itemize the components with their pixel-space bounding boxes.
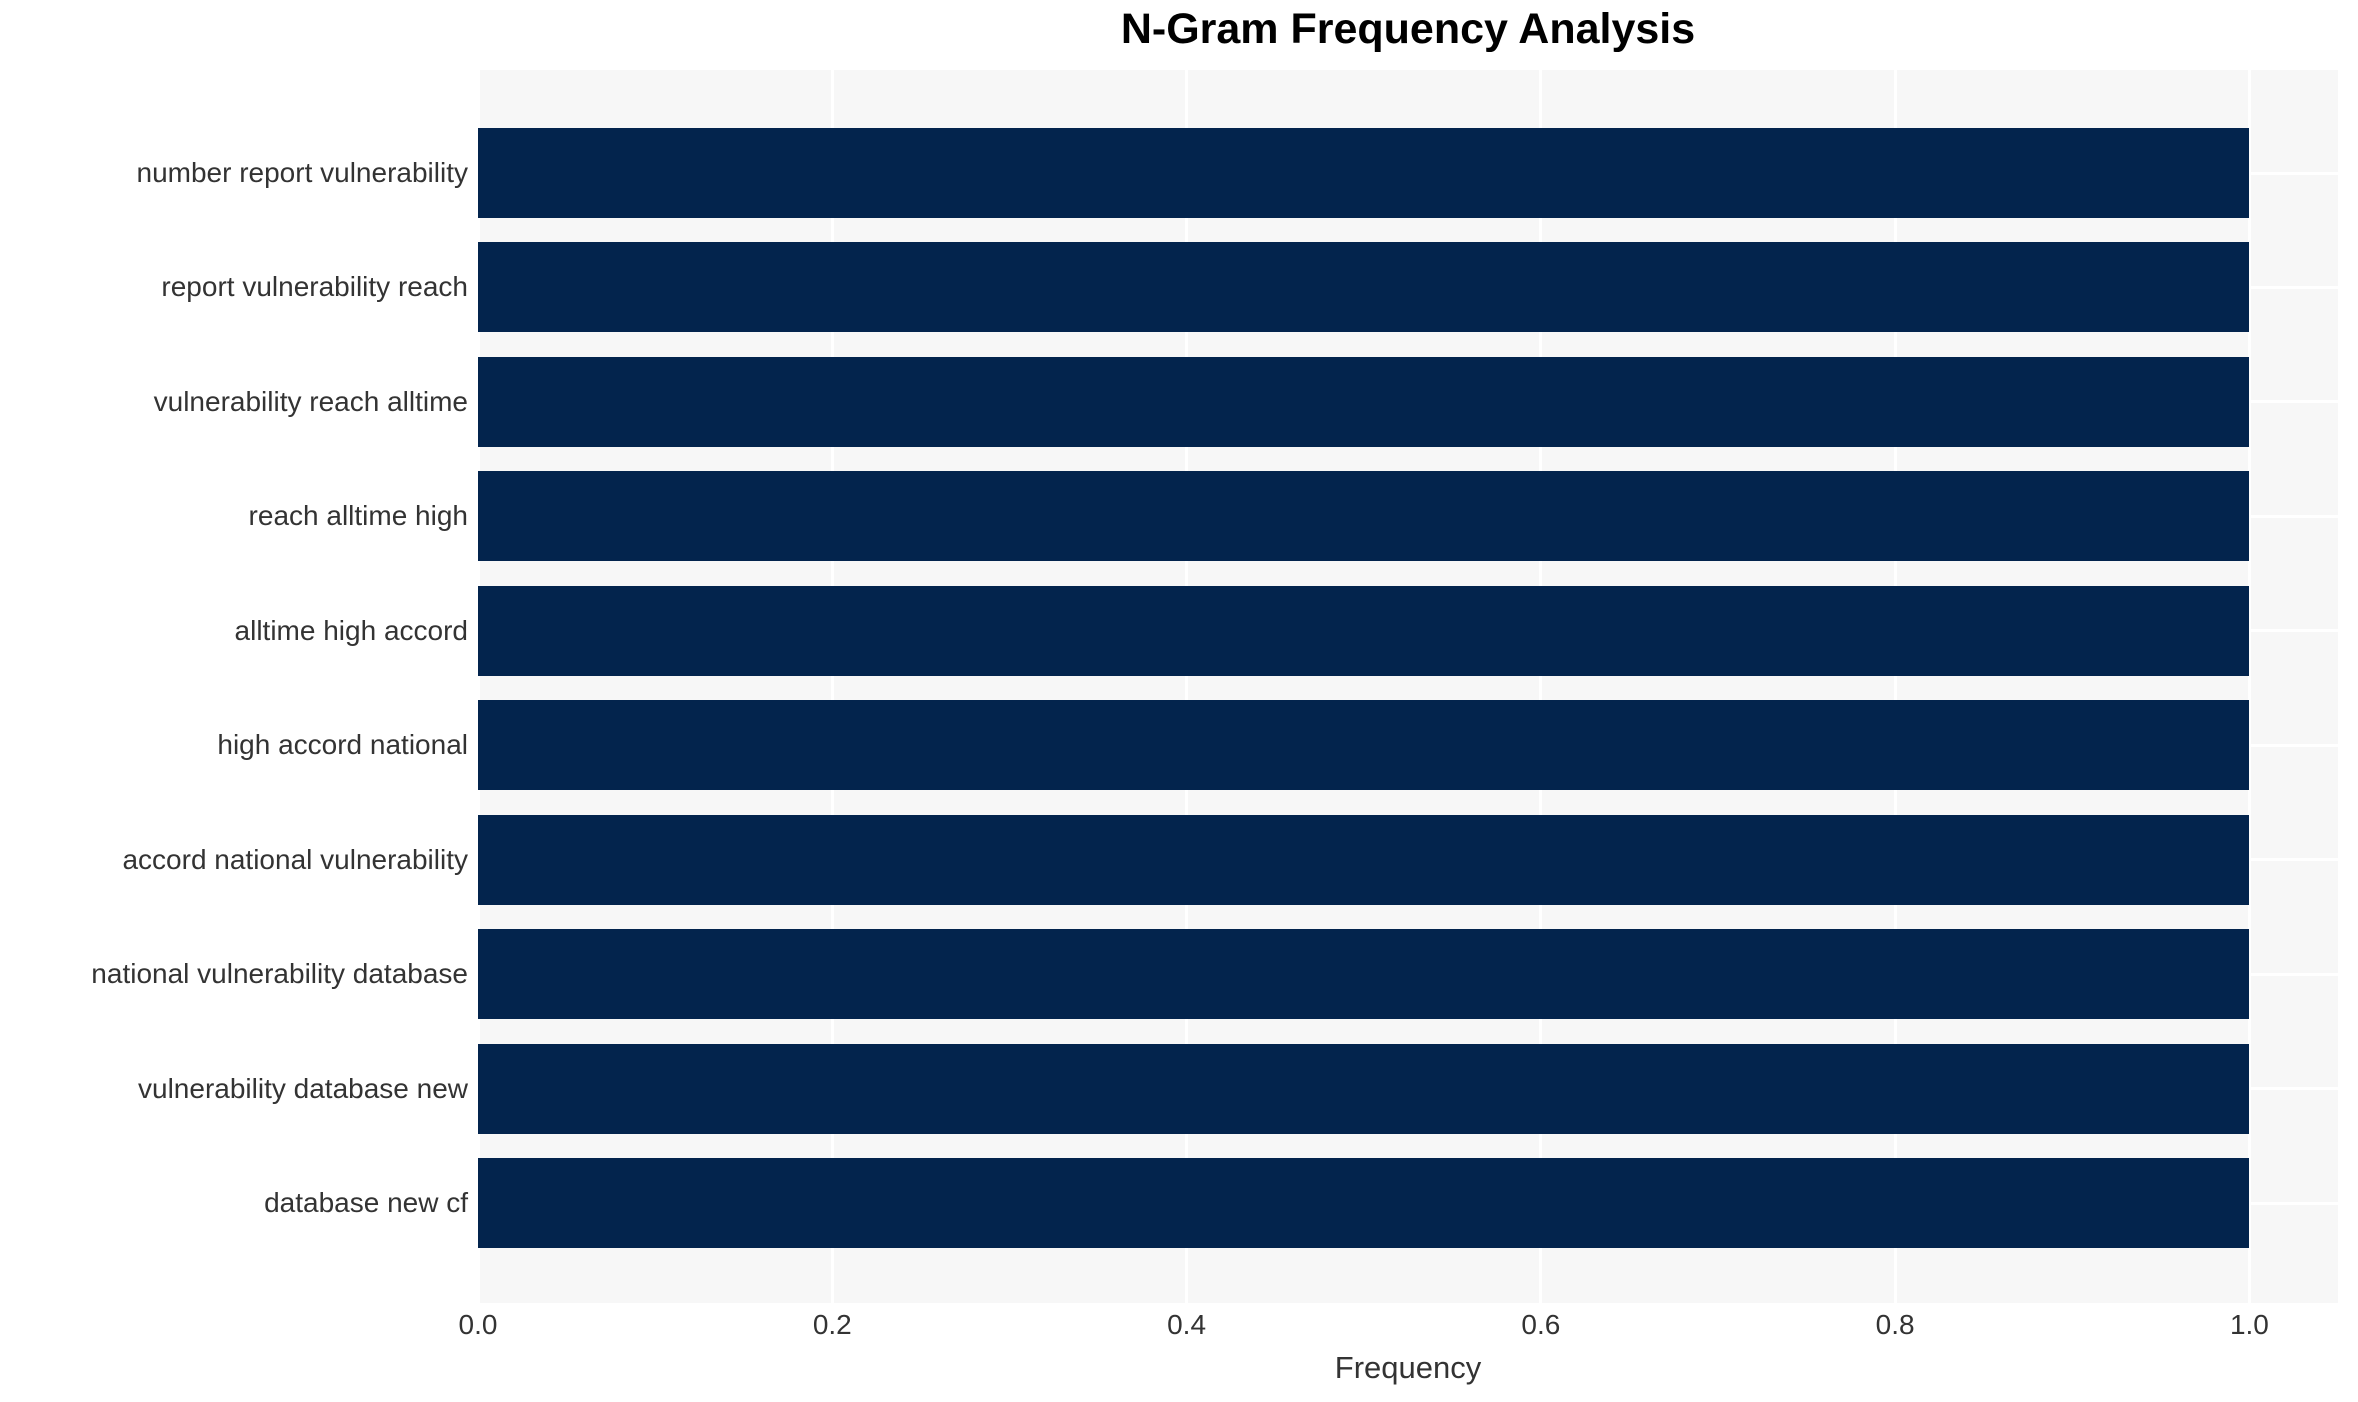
y-tick-label-9: database new cf bbox=[264, 1187, 468, 1218]
bar-number-report-vulnerability bbox=[478, 128, 2250, 218]
bar-national-vulnerability-database bbox=[478, 929, 2250, 1020]
bar-alltime-high-accord bbox=[478, 585, 2250, 676]
x-axis-title: Frequency bbox=[1334, 1350, 1482, 1385]
chart-title: N-Gram Frequency Analysis bbox=[1120, 5, 1696, 53]
x-tick-label-1.0: 1.0 bbox=[2229, 1309, 2269, 1340]
y-tick-label-2: vulnerability reach alltime bbox=[153, 385, 468, 417]
plot-area bbox=[476, 70, 2338, 1303]
y-tick-label-1: report vulnerability reach bbox=[161, 271, 468, 303]
bar-vulnerability-reach-alltime bbox=[478, 356, 2250, 447]
y-tick-label-3: reach alltime high bbox=[248, 500, 468, 532]
y-tick-label-8: vulnerability database new bbox=[138, 1072, 468, 1104]
bar-accord-national-vulnerability bbox=[478, 814, 2250, 905]
bar-database-new-cf bbox=[478, 1158, 2250, 1248]
x-gridline-1.0 bbox=[2247, 70, 2251, 1303]
x-gridline-0.0 bbox=[476, 70, 480, 1303]
bar-reach-alltime-high bbox=[478, 471, 2250, 562]
x-tick-label-0.0: 0.0 bbox=[458, 1309, 498, 1340]
y-tick-label-0: number report vulnerability bbox=[136, 157, 469, 188]
bar-vulnerability-database-new bbox=[478, 1043, 2250, 1134]
y-tick-label-6: accord national vulnerability bbox=[122, 843, 468, 875]
x-gridline-0.6 bbox=[1539, 70, 1543, 1303]
bar-report-vulnerability-reach bbox=[478, 242, 2250, 333]
x-gridline-0.2 bbox=[830, 70, 834, 1303]
x-tick-label-0.2: 0.2 bbox=[812, 1309, 852, 1340]
bar-high-accord-national bbox=[478, 700, 2250, 791]
x-tick-label-0.4: 0.4 bbox=[1167, 1309, 1207, 1340]
y-tick-label-5: high accord national bbox=[217, 729, 468, 761]
x-tick-label-0.6: 0.6 bbox=[1521, 1309, 1561, 1340]
x-tick-label-0.8: 0.8 bbox=[1875, 1309, 1915, 1340]
x-gridline-0.8 bbox=[1893, 70, 1897, 1303]
x-gridline-0.4 bbox=[1185, 70, 1189, 1303]
y-tick-label-7: national vulnerability database bbox=[91, 958, 468, 990]
y-tick-label-4: alltime high accord bbox=[234, 614, 468, 646]
